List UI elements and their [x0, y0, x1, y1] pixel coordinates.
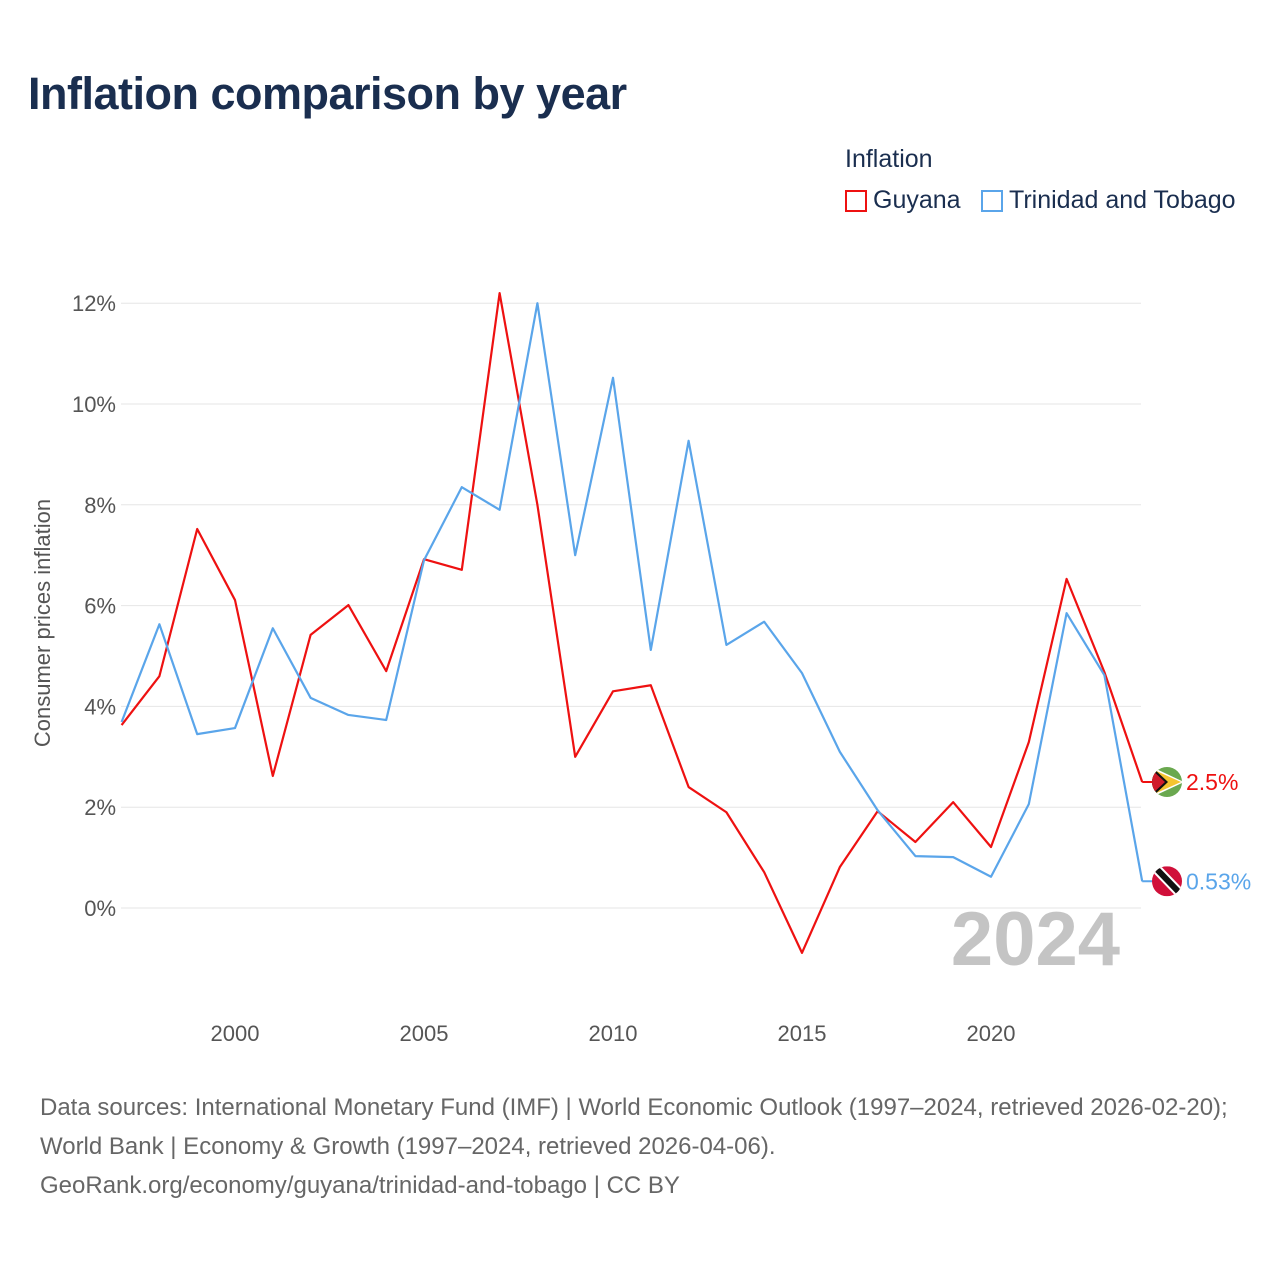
- y-tick-label: 6%: [84, 594, 116, 619]
- y-tick-label: 0%: [84, 896, 116, 921]
- x-tick-label: 2020: [967, 1021, 1016, 1046]
- series-line-guyana[interactable]: [120, 292, 1144, 954]
- y-tick-label: 2%: [84, 795, 116, 820]
- x-tick-label: 2000: [211, 1021, 260, 1046]
- source-link[interactable]: GeoRank.org/economy/guyana/trinidad-and-…: [40, 1172, 680, 1199]
- chart-title: Inflation comparison by year: [28, 68, 627, 119]
- source-line: Data sources: International Monetary Fun…: [40, 1094, 1228, 1160]
- legend-swatch: [845, 189, 867, 212]
- y-tick-label: 8%: [84, 493, 116, 518]
- x-tick-label: 2005: [400, 1021, 449, 1046]
- y-tick-label: 10%: [72, 392, 116, 417]
- y-tick-label: 4%: [84, 694, 116, 719]
- series-line-trinidad-and-tobago[interactable]: [120, 302, 1144, 882]
- trinidad-and-tobago-flag-icon: [1152, 866, 1182, 897]
- legend-title: Inflation: [845, 145, 933, 173]
- legend-label: Guyana: [873, 186, 961, 214]
- end-value-label: 2.5%: [1186, 769, 1238, 795]
- y-axis-label: Consumer prices inflation: [30, 499, 55, 747]
- legend-item-guyana[interactable]: Guyana: [845, 186, 961, 215]
- guyana-flag-icon: [1152, 767, 1182, 797]
- legend-item-trinidad-and-tobago[interactable]: Trinidad and Tobago: [981, 186, 1236, 215]
- legend-label: Trinidad and Tobago: [1009, 186, 1236, 214]
- x-tick-label: 2010: [589, 1021, 638, 1046]
- x-tick-label: 2015: [778, 1021, 827, 1046]
- year-watermark: 2024: [951, 897, 1120, 982]
- y-tick-label: 12%: [72, 291, 116, 316]
- end-value-label: 0.53%: [1186, 868, 1251, 894]
- legend-swatch: [981, 189, 1003, 212]
- source-note: Data sources: International Monetary Fun…: [40, 1088, 1250, 1205]
